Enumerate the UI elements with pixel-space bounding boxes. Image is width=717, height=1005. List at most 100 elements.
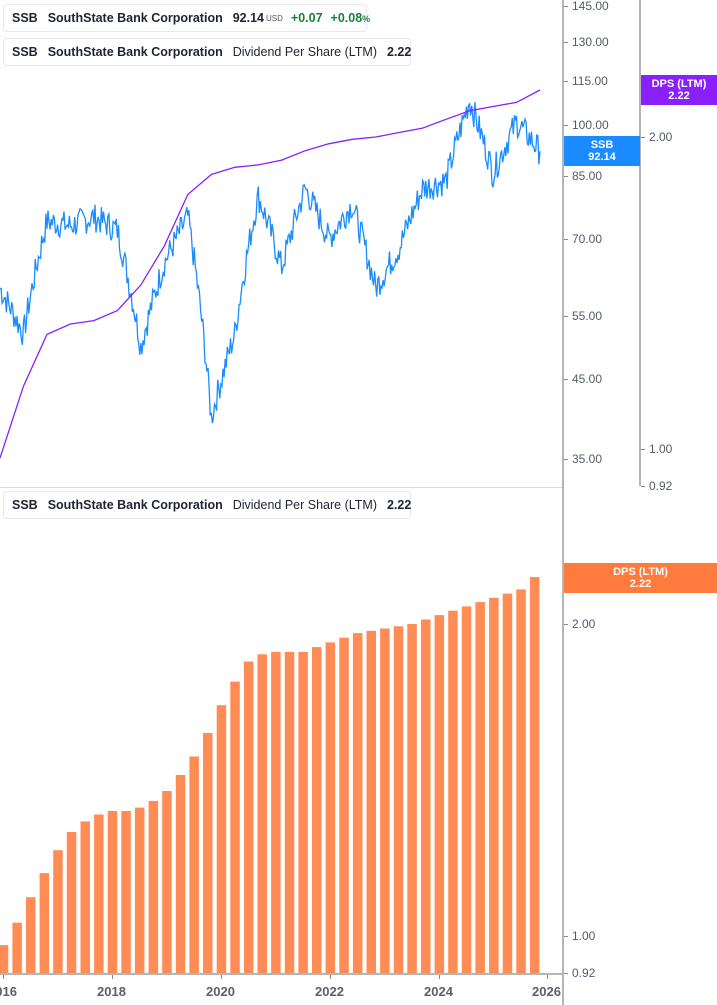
price-tag-ssb: SSB 92.14	[564, 136, 640, 166]
legend-metric: Dividend Per Share (LTM)	[232, 45, 377, 59]
price-tick-label: 85.00	[572, 169, 603, 183]
legend-dps-top[interactable]: SSB SouthState Bank Corporation Dividend…	[3, 38, 411, 66]
dps-bar[interactable]	[434, 615, 445, 973]
tick	[641, 137, 645, 138]
dps-bar[interactable]	[325, 642, 336, 973]
dps-bar[interactable]	[80, 821, 91, 973]
dps-bar[interactable]	[230, 681, 240, 973]
dps-bar[interactable]	[0, 945, 9, 973]
tick	[564, 624, 568, 625]
dps-bar[interactable]	[352, 633, 363, 973]
dps-bar[interactable]	[461, 606, 472, 973]
tick	[564, 316, 568, 317]
dps-tick-label: 2.00	[649, 130, 673, 144]
price-tick-label: 145.00	[572, 0, 609, 13]
tick	[641, 449, 645, 450]
tick	[564, 973, 568, 974]
tick	[3, 975, 4, 979]
tick	[641, 486, 645, 487]
dps-bar[interactable]	[339, 637, 349, 973]
dps-bar[interactable]	[257, 654, 268, 973]
dps-bar[interactable]	[216, 705, 227, 973]
dps-bar[interactable]	[243, 661, 254, 974]
dps-bar[interactable]	[203, 733, 213, 973]
price-tick-label: 130.00	[572, 35, 609, 49]
price-tick-label: 55.00	[572, 309, 603, 323]
dps-bar[interactable]	[121, 811, 131, 973]
tick	[564, 42, 568, 43]
legend-change: +0.07	[290, 11, 323, 25]
dps-bar[interactable]	[475, 602, 485, 973]
dps-bar[interactable]	[53, 850, 63, 973]
dps-tick-label: 2.00	[572, 617, 596, 631]
tick	[564, 379, 568, 380]
tick	[439, 975, 440, 979]
dps-bar[interactable]	[12, 922, 22, 973]
dps-bar[interactable]	[94, 814, 104, 974]
change-pct-value: +0.08	[330, 11, 363, 25]
dps-bar[interactable]	[421, 619, 431, 974]
price-chart-canvas[interactable]	[0, 0, 717, 488]
dps-tag-value: 2.22	[629, 578, 652, 590]
dps-bar[interactable]	[26, 897, 36, 973]
tick	[547, 975, 548, 979]
dps-tag-label: DPS (LTM)	[613, 566, 668, 578]
dps-bar[interactable]	[489, 597, 499, 973]
dps-bar[interactable]	[39, 873, 50, 973]
dps-bar[interactable]	[529, 577, 540, 973]
dps-bar[interactable]	[380, 628, 390, 974]
legend-dps-bottom[interactable]: SSB SouthState Bank Corporation Dividend…	[3, 491, 411, 519]
dps-bar[interactable]	[134, 807, 145, 973]
dps-tag-top: DPS (LTM) 2.22	[641, 75, 717, 105]
tick	[564, 125, 568, 126]
tick	[564, 81, 568, 82]
dps-bar[interactable]	[148, 800, 159, 973]
legend-price[interactable]: SSB SouthState Bank Corporation 92.14 US…	[3, 4, 370, 32]
dps-bar-chart-canvas[interactable]	[0, 488, 717, 1005]
dps-tick-label: 0.92	[572, 966, 596, 980]
dps-bar[interactable]	[284, 651, 295, 973]
dps-bar[interactable]	[298, 651, 308, 973]
x-tick-label: 2026	[532, 984, 561, 999]
legend-change-pct: +0.08%	[331, 11, 371, 25]
price-tag-value: 92.14	[588, 151, 616, 163]
price-line[interactable]	[0, 102, 541, 424]
x-axis-line	[0, 973, 563, 975]
dps-bar[interactable]	[107, 811, 118, 973]
tick	[330, 975, 331, 979]
dps-bar[interactable]	[448, 610, 458, 973]
dps-bar[interactable]	[366, 630, 377, 973]
x-tick-label: 2022	[315, 984, 344, 999]
price-tick-label: 35.00	[572, 452, 603, 466]
dps-tag-label: DPS (LTM)	[651, 78, 707, 90]
panel-divider[interactable]	[0, 487, 562, 488]
price-tag-label: SSB	[590, 139, 614, 151]
dps-bar[interactable]	[516, 589, 526, 973]
dps-bar[interactable]	[175, 775, 186, 973]
dps-tag-bottom: DPS (LTM) 2.22	[564, 563, 717, 593]
tick	[564, 239, 568, 240]
price-tick-label: 100.00	[572, 118, 609, 132]
tick	[564, 6, 568, 7]
legend-company-name: SouthState Bank Corporation	[47, 45, 223, 59]
dps-bar[interactable]	[66, 832, 77, 973]
legend-currency: USD	[266, 13, 283, 23]
legend-dps-value: 2.22	[386, 498, 412, 512]
dps-tag-value: 2.22	[668, 90, 690, 102]
dps-bar[interactable]	[312, 647, 322, 973]
dps-line[interactable]	[0, 89, 541, 459]
dps-bar[interactable]	[271, 651, 281, 973]
legend-ticker: SSB	[12, 11, 38, 25]
price-tick-label: 115.00	[572, 74, 608, 88]
bottom-dps-panel	[0, 488, 717, 1005]
legend-price-value: 92.14	[232, 11, 264, 25]
legend-ticker: SSB	[12, 498, 38, 512]
dps-bar[interactable]	[407, 624, 417, 973]
dps-tick-label: 1.00	[572, 929, 596, 943]
tick	[564, 176, 568, 177]
tick	[564, 936, 568, 937]
dps-bar[interactable]	[189, 756, 199, 974]
dps-bar[interactable]	[393, 626, 404, 973]
dps-bar[interactable]	[502, 593, 513, 973]
dps-bar[interactable]	[162, 791, 172, 973]
